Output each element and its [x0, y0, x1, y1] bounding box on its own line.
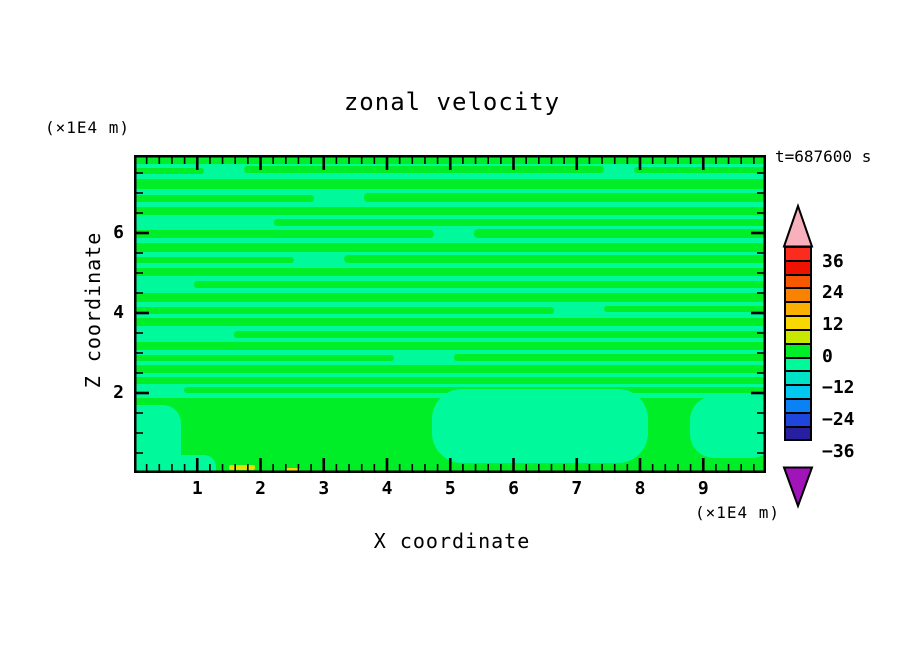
- plot-area: [134, 155, 766, 473]
- contour-region: [194, 281, 766, 288]
- colorbar-label: −24: [822, 409, 855, 431]
- x-tick-label: 7: [571, 478, 583, 499]
- contour-region: [690, 396, 766, 458]
- page-title: zonal velocity: [343, 88, 561, 116]
- plot-border: [134, 155, 766, 473]
- contour-region: [134, 455, 216, 473]
- x-tick-label: 4: [381, 478, 393, 499]
- contour-region: [134, 318, 766, 326]
- axis-frame-and-ticks: [134, 155, 766, 473]
- x-axis-unit-label: (×1E4 m): [694, 503, 780, 522]
- contour-region: [604, 306, 766, 312]
- colorbar-label: −36: [822, 440, 855, 462]
- contour-region: [454, 354, 766, 361]
- colorbar-label: −12: [822, 377, 855, 399]
- contour-region: [134, 195, 314, 202]
- contour-region: [134, 243, 766, 252]
- contour-region: [474, 229, 766, 238]
- z-tick-label: 4: [113, 302, 124, 323]
- z-tick-label: 2: [113, 382, 124, 403]
- contour-region: [364, 193, 766, 202]
- colorbar-label: 24: [822, 282, 844, 304]
- x-axis-title: X coordinate: [373, 529, 531, 553]
- contour-region: [274, 219, 766, 226]
- colorbar: [784, 246, 812, 442]
- contour-region: [134, 377, 766, 384]
- contour-region: [134, 355, 394, 361]
- contour-region: [134, 268, 766, 276]
- x-tick-label: 3: [318, 478, 330, 499]
- x-tick-label: 1: [191, 478, 203, 499]
- z-axis-title: Z coordinate: [81, 231, 105, 389]
- contour-region: [134, 168, 204, 174]
- contour-region: [134, 230, 434, 238]
- x-tick-label: 5: [444, 478, 456, 499]
- z-tick-label: 6: [113, 222, 124, 243]
- x-tick-label: 9: [697, 478, 709, 499]
- contour-region: [234, 331, 766, 338]
- x-tick-label: 6: [508, 478, 519, 499]
- contour-region: [134, 342, 766, 350]
- colorbar-label: 12: [822, 314, 844, 336]
- contour-region: [134, 179, 766, 189]
- colorbar-arrows: [782, 202, 814, 509]
- contour-region: [634, 167, 766, 173]
- contour-field: [134, 155, 766, 473]
- z-axis-unit-label: (×1E4 m): [45, 118, 131, 137]
- x-tick-label: 8: [634, 478, 646, 499]
- contour-region: [432, 389, 648, 463]
- contour-region: [134, 257, 294, 263]
- colorbar-segment: [784, 425, 812, 442]
- x-tick-label: 2: [255, 478, 266, 499]
- contour-region: [134, 307, 554, 314]
- time-label: t=687600 s: [775, 147, 872, 166]
- colorbar-under-arrow-icon: [782, 466, 814, 509]
- contour-region: [134, 207, 766, 215]
- colorbar-label: 36: [822, 250, 844, 272]
- contour-region: [134, 365, 766, 373]
- contour-region: [134, 293, 766, 302]
- contour-region: [344, 255, 766, 263]
- colorbar-over-arrow-icon: [782, 202, 814, 248]
- colorbar-label: 0: [822, 345, 833, 367]
